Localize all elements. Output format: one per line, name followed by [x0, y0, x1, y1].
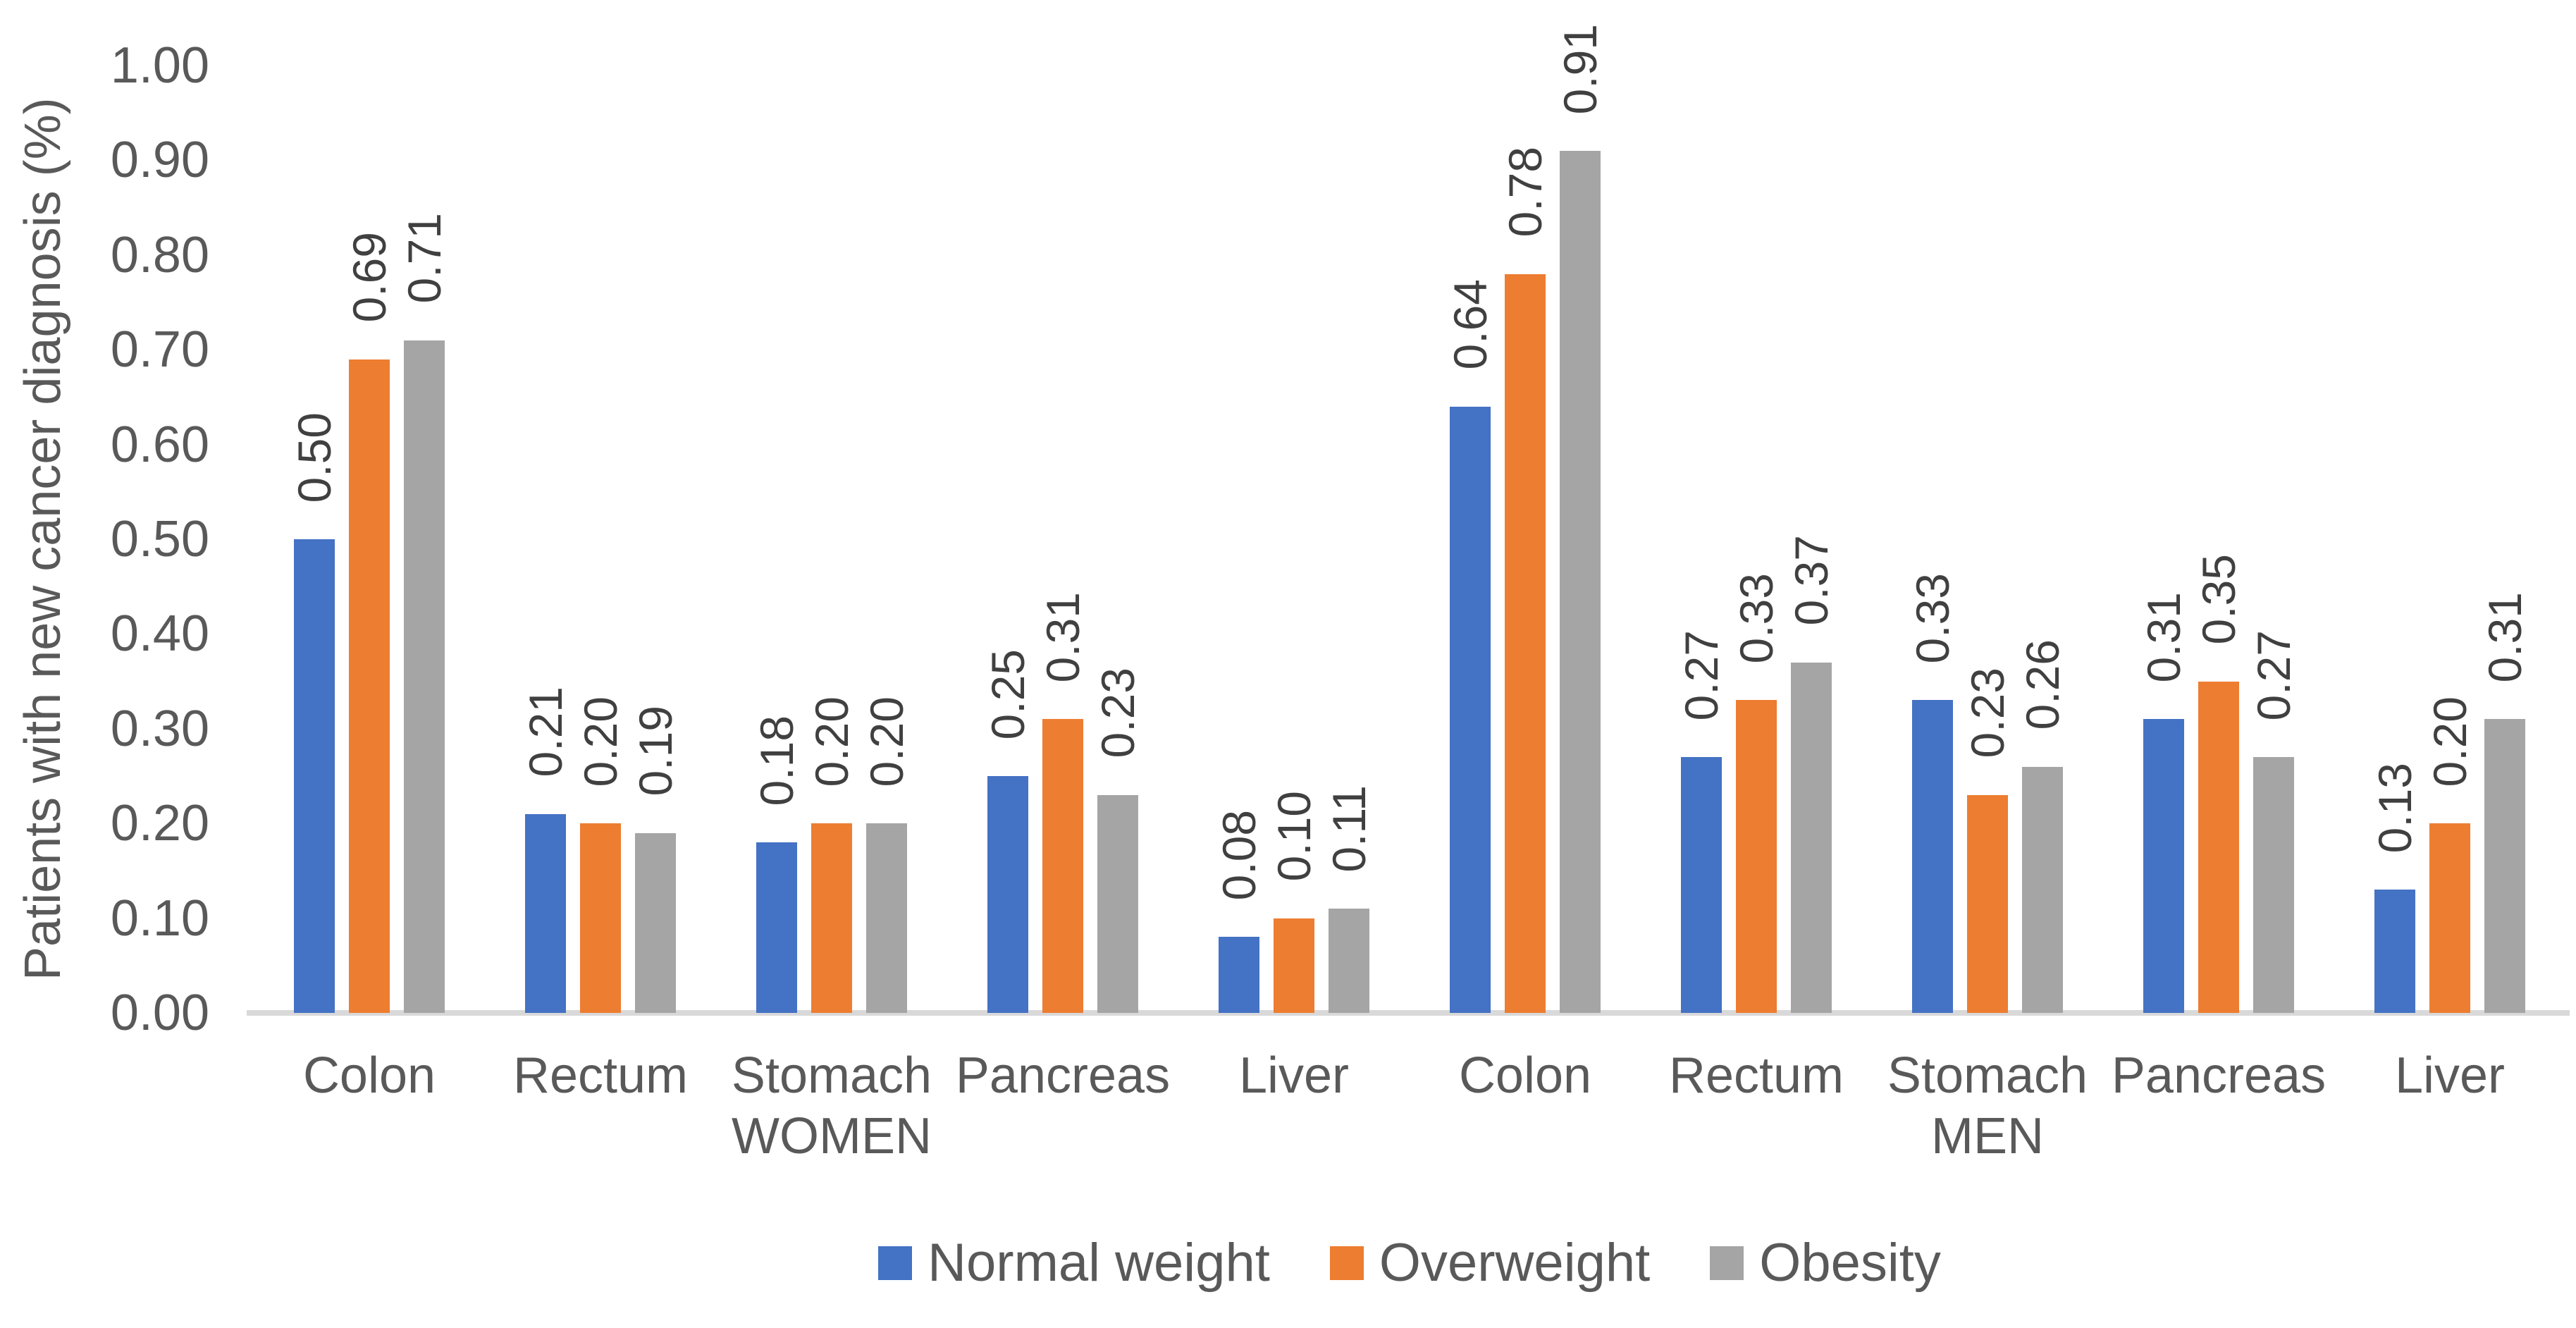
bar-data-label: 0.13	[2369, 762, 2421, 854]
legend-label: Overweight	[1379, 1233, 1651, 1293]
y-axis-tick-label: 0.90	[110, 132, 209, 189]
bar-data-label: 0.33	[1730, 573, 1782, 664]
bar-data-label: 0.20	[2424, 696, 2476, 787]
bar	[1450, 406, 1491, 1013]
bar-data-label: 0.31	[1037, 591, 1089, 683]
bar-data-label: 0.11	[1323, 785, 1375, 873]
legend-swatch-icon	[1710, 1246, 1744, 1280]
bar-data-label: 0.27	[2248, 629, 2300, 721]
bar-data-label: 0.33	[1906, 573, 1959, 664]
y-axis-tick-label: 0.40	[110, 605, 209, 663]
bar	[1967, 794, 2008, 1013]
bar-data-label: 0.20	[861, 696, 913, 787]
category-label: Liver	[1238, 1047, 1350, 1104]
category-label: Rectum	[512, 1047, 689, 1104]
bar	[1736, 700, 1777, 1013]
bar	[294, 539, 335, 1013]
legend: Normal weight Overweight Obesity	[254, 1232, 2565, 1294]
x-axis-line	[247, 1010, 2570, 1016]
bar	[349, 359, 390, 1013]
legend-swatch-icon	[1329, 1246, 1364, 1280]
legend-item: Overweight	[1329, 1232, 1651, 1294]
bar	[2429, 823, 2470, 1013]
bar	[1505, 273, 1546, 1013]
bar-data-label: 0.31	[2138, 591, 2190, 683]
bar	[2374, 890, 2415, 1013]
bar	[2484, 719, 2525, 1013]
bar-data-label: 0.31	[2479, 591, 2531, 683]
bar	[866, 823, 907, 1013]
bar-data-label: 0.25	[982, 648, 1034, 739]
bar	[2022, 766, 2063, 1013]
bar	[404, 340, 445, 1013]
legend-label: Obesity	[1759, 1233, 1941, 1293]
category-label: Colon	[302, 1047, 436, 1104]
category-label: Liver	[2394, 1047, 2506, 1104]
bar	[1219, 937, 1259, 1013]
category-group-label: WOMEN	[732, 1108, 932, 1164]
bar	[1097, 794, 1138, 1013]
y-axis-tick-label: 0.10	[110, 890, 209, 947]
legend-label: Normal weight	[928, 1233, 1270, 1293]
bar-data-label: 0.08	[1213, 810, 1265, 901]
bar	[987, 776, 1028, 1013]
bar	[1912, 700, 1953, 1013]
bar-data-label: 0.91	[1554, 23, 1606, 114]
y-axis-tick-label: 0.30	[110, 700, 209, 757]
bar	[2253, 757, 2294, 1013]
category-label: Pancreas	[955, 1047, 1171, 1104]
bar-data-label: 0.37	[1785, 535, 1837, 626]
legend-swatch-icon	[878, 1246, 913, 1280]
bar-data-label: 0.23	[1092, 668, 1144, 758]
bar	[1560, 150, 1601, 1013]
y-axis-tick-label: 1.00	[110, 37, 209, 94]
y-axis-tick-label: 0.60	[110, 416, 209, 473]
bar	[1681, 757, 1722, 1013]
bar-data-label: 0.20	[574, 696, 627, 787]
bar-data-label: 0.78	[1499, 147, 1551, 238]
bar-data-label: 0.21	[519, 687, 572, 777]
bar	[756, 842, 797, 1013]
category-group-label: MEN	[1931, 1108, 2044, 1164]
bar	[2143, 719, 2184, 1013]
legend-item: Obesity	[1710, 1232, 1941, 1294]
bar	[1329, 909, 1369, 1013]
bar	[1042, 719, 1083, 1013]
bar-data-label: 0.10	[1268, 791, 1320, 882]
bar-data-label: 0.50	[288, 412, 340, 503]
y-axis-tick-label: 0.20	[110, 795, 209, 852]
y-axis-tick-label: 0.80	[110, 226, 209, 283]
bar-data-label: 0.18	[751, 715, 803, 806]
y-axis-tick-label: 0.70	[110, 321, 209, 379]
bar-data-label: 0.20	[806, 696, 858, 787]
bar	[1791, 662, 1832, 1013]
bar	[525, 813, 566, 1013]
category-label: Stomach	[1887, 1047, 2088, 1104]
bar	[1274, 918, 1314, 1013]
bar-data-label: 0.69	[343, 232, 395, 323]
bar	[2198, 681, 2239, 1013]
category-label: Rectum	[1668, 1047, 1844, 1104]
bar-data-label: 0.23	[1961, 668, 2014, 758]
bar	[811, 823, 852, 1013]
bar	[635, 832, 676, 1013]
category-label: Stomach	[731, 1047, 932, 1104]
bar-data-label: 0.19	[629, 706, 682, 797]
legend-item: Normal weight	[878, 1232, 1270, 1294]
bar-data-label: 0.26	[2016, 639, 2069, 730]
y-axis-tick-label: 0.50	[110, 511, 209, 567]
bar-data-label: 0.27	[1675, 629, 1727, 721]
bar-data-label: 0.35	[2193, 554, 2245, 645]
bar	[580, 823, 621, 1013]
y-axis-tick-label: 0.00	[110, 985, 209, 1041]
category-label: Pancreas	[2111, 1047, 2327, 1104]
category-label: Colon	[1458, 1047, 1592, 1104]
bar-data-label: 0.71	[398, 213, 450, 304]
bar-data-label: 0.64	[1444, 279, 1496, 370]
